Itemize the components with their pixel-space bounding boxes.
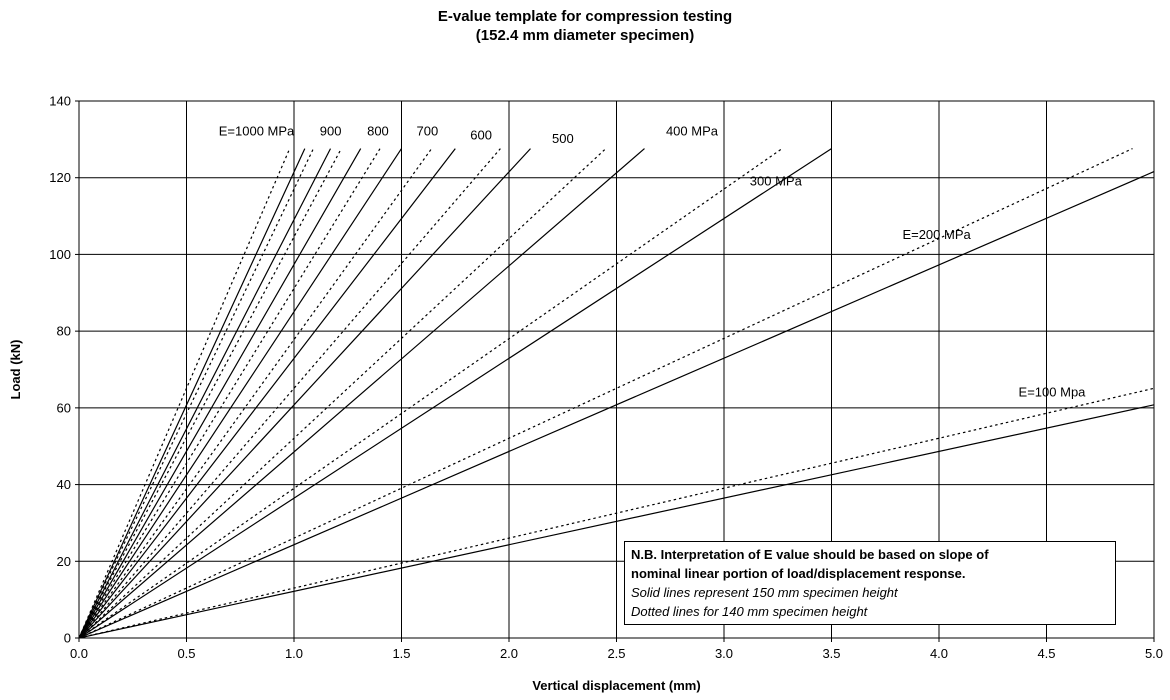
x-tick-label: 3.0	[715, 646, 733, 661]
series-line-E100-solid	[78, 404, 1155, 639]
series-line-E400-solid	[78, 148, 645, 639]
y-tick-label: 120	[49, 170, 71, 185]
series-line-E500-solid	[78, 148, 531, 639]
series-line-E600-dotted	[78, 148, 433, 639]
series-line-E1000-solid	[78, 148, 306, 639]
annotation-label: 400 MPa	[666, 124, 719, 139]
y-tick-label: 100	[49, 247, 71, 262]
series-line-E800-dotted	[78, 148, 342, 639]
annotation-label: 800	[367, 124, 389, 139]
series-line-E1000-dotted	[78, 148, 291, 639]
annotation-label: E=100 Mpa	[1019, 384, 1087, 399]
annotation-label: 700	[417, 124, 439, 139]
note-bold-line-2: nominal linear portion of load/displacem…	[631, 566, 966, 581]
chart-subtitle: (152.4 mm diameter specimen)	[475, 27, 695, 44]
y-tick-label: 0	[64, 631, 71, 646]
x-tick-label: 2.5	[607, 646, 625, 661]
x-tick-label: 1.5	[392, 646, 410, 661]
x-tick-label: 3.5	[822, 646, 840, 661]
note-box: N.B. Interpretation of E value should be…	[624, 541, 1116, 625]
series-line-E100-dotted	[78, 387, 1155, 639]
x-tick-label: 1.0	[285, 646, 303, 661]
x-tick-label: 4.0	[930, 646, 948, 661]
chart-title: E-value template for compression testing	[437, 8, 733, 25]
y-tick-label: 140	[49, 94, 71, 109]
x-tick-label: 0.0	[70, 646, 88, 661]
note-bold-line-1: N.B. Interpretation of E value should be…	[631, 547, 989, 562]
series-line-E200-dotted	[78, 148, 1133, 639]
y-tick-label: 20	[57, 554, 71, 569]
annotation-label: 500	[552, 131, 574, 146]
annotation-label: E=200 MPa	[902, 227, 971, 242]
series-line-E800-solid	[78, 148, 362, 639]
y-tick-label: 80	[57, 324, 71, 339]
note-italic-line-1: Solid lines represent 150 mm specimen he…	[631, 585, 898, 600]
x-tick-label: 4.5	[1037, 646, 1055, 661]
series-line-E600-solid	[78, 148, 456, 639]
note-italic-line-2: Dotted lines for 140 mm specimen height	[631, 604, 868, 619]
y-axis-label: Load (kN)	[8, 340, 23, 400]
x-axis-label: Vertical displacement (mm)	[532, 678, 700, 693]
series-line-E400-dotted	[78, 148, 607, 639]
x-tick-label: 2.0	[500, 646, 518, 661]
series-line-E300-solid	[78, 148, 832, 639]
annotation-label: 300 MPa	[750, 173, 803, 188]
y-tick-label: 60	[57, 400, 71, 415]
plot-frame	[78, 100, 1155, 639]
x-tick-label: 0.5	[177, 646, 195, 661]
series-line-E900-dotted	[78, 148, 314, 639]
annotation-label: 600	[470, 127, 492, 142]
series-line-E700-solid	[78, 148, 403, 639]
x-tick-label: 5.0	[1145, 646, 1163, 661]
series-line-E700-dotted	[78, 148, 381, 639]
series-line-E200-solid	[78, 171, 1155, 639]
annotation-label: 900	[320, 124, 342, 139]
annotation-label: E=1000 MPa	[219, 124, 295, 139]
series-line-E900-solid	[78, 148, 332, 639]
y-tick-label: 40	[57, 477, 71, 492]
